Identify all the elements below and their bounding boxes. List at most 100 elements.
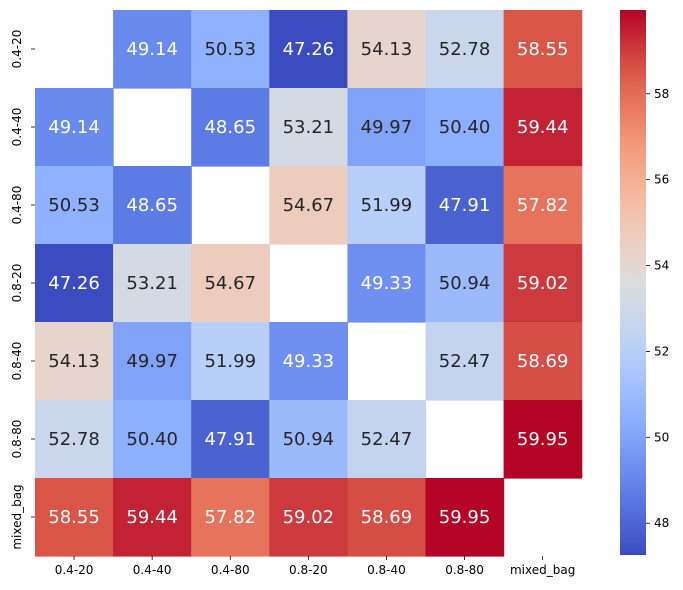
cell-value-label: 47.91 <box>204 429 256 450</box>
heatmap-cell <box>113 10 192 89</box>
cell-value-label: 57.82 <box>204 507 256 528</box>
colorbar: 48 50 52 54 56 58 <box>620 10 669 555</box>
cell-value-label: 54.13 <box>361 39 413 60</box>
heatmap-cell <box>191 244 270 323</box>
colorbar-tick-label: 54 <box>654 259 669 273</box>
heatmap-cell <box>425 166 505 245</box>
cell-value-label: 59.95 <box>517 429 569 450</box>
heatmap-cell <box>425 10 505 89</box>
cell-value-label: 59.02 <box>517 273 569 294</box>
cell-value-label: 59.44 <box>126 507 178 528</box>
x-tick-label: mixed_bag <box>510 563 575 577</box>
cell-value-label: 59.02 <box>283 507 335 528</box>
heatmap-cell <box>35 244 114 323</box>
cell-value-label: 50.40 <box>126 429 178 450</box>
cell-value-label: 49.33 <box>361 273 413 294</box>
x-tick-label: 0.8-20 <box>289 563 328 577</box>
colorbar-tick-label: 50 <box>654 430 669 444</box>
y-axis: 0.4-20 0.4-40 0.4-80 0.8-20 0.8-40 0.8-80 mixe… <box>10 30 35 550</box>
y-tick-label: 0.4-20 <box>10 30 24 69</box>
heatmap-cell <box>425 322 505 401</box>
cell-value-label: 52.78 <box>48 429 100 450</box>
x-tick-label: 0.4-20 <box>55 563 94 577</box>
heatmap-cell <box>269 322 348 401</box>
heatmap-cell <box>269 400 348 479</box>
cell-value-label: 49.33 <box>283 351 335 372</box>
colorbar-tick-label: 58 <box>654 87 669 101</box>
cell-value-label: 49.97 <box>126 351 178 372</box>
x-tick-label: 0.4-40 <box>133 563 172 577</box>
x-tick-label: 0.4-80 <box>211 563 250 577</box>
colorbar-tick-label: 56 <box>654 173 669 187</box>
heatmap-cell <box>269 166 348 245</box>
heatmap-cell <box>269 10 348 89</box>
heatmap-cell <box>35 88 114 167</box>
cell-value-label: 57.82 <box>517 195 569 216</box>
cell-value-label: 50.53 <box>48 195 100 216</box>
cell-value-label: 49.14 <box>48 117 100 138</box>
cell-value-label: 47.26 <box>48 273 100 294</box>
heatmap-cell <box>269 478 348 557</box>
cell-value-label: 49.97 <box>361 117 413 138</box>
cell-value-label: 58.69 <box>361 507 413 528</box>
heatmap-cell <box>191 88 270 167</box>
cell-value-label: 47.91 <box>439 195 491 216</box>
colorbar-gradient <box>620 10 646 555</box>
cell-value-label: 51.99 <box>361 195 413 216</box>
y-tick-label: 0.8-80 <box>10 420 24 459</box>
heatmap-cell <box>347 478 427 557</box>
cell-value-label: 48.65 <box>126 195 178 216</box>
cell-value-label: 54.67 <box>283 195 335 216</box>
cell-value-label: 50.53 <box>204 39 256 60</box>
heatmap-cell <box>503 400 583 479</box>
cell-value-label: 53.21 <box>126 273 178 294</box>
cell-value-label: 59.44 <box>517 117 569 138</box>
cell-value-label: 50.40 <box>439 117 491 138</box>
y-tick-label: 0.8-40 <box>10 342 24 381</box>
heatmap-cell <box>113 322 192 401</box>
cell-value-label: 48.65 <box>204 117 256 138</box>
cell-value-label: 58.55 <box>48 507 100 528</box>
heatmap-cell <box>347 400 427 479</box>
y-tick-label: mixed_bag <box>10 484 24 549</box>
heatmap-cell <box>35 322 114 401</box>
cell-value-label: 59.95 <box>439 507 491 528</box>
heatmap-cell <box>269 88 348 167</box>
heatmap-cell <box>191 478 270 557</box>
cell-value-label: 54.67 <box>204 273 256 294</box>
heatmap-cells: 49.14 50.53 47.26 54.13 52.78 58.55 49.14 48.65… <box>35 10 583 557</box>
x-tick-label: 0.8-40 <box>367 563 406 577</box>
cell-value-label: 50.94 <box>439 273 491 294</box>
heatmap-cell <box>35 400 114 479</box>
colorbar-tick-label: 48 <box>654 516 669 530</box>
heatmap-cell <box>347 166 427 245</box>
heatmap-cell <box>191 400 270 479</box>
heatmap-cell <box>425 244 505 323</box>
cell-value-label: 52.47 <box>361 429 413 450</box>
cell-value-label: 58.55 <box>517 39 569 60</box>
colorbar-tick-label: 52 <box>654 344 669 358</box>
heatmap-cell <box>503 166 583 245</box>
heatmap-cell <box>347 10 427 89</box>
cell-value-label: 49.14 <box>126 39 178 60</box>
heatmap-cell <box>503 10 583 89</box>
cell-value-label: 52.47 <box>439 351 491 372</box>
cell-value-label: 58.69 <box>517 351 569 372</box>
heatmap-cell <box>113 478 192 557</box>
heatmap-cell <box>191 10 270 89</box>
heatmap-cell <box>191 322 270 401</box>
heatmap-cell <box>113 400 192 479</box>
cell-value-label: 47.26 <box>283 39 335 60</box>
heatmap-cell <box>347 244 427 323</box>
cell-value-label: 53.21 <box>283 117 335 138</box>
heatmap-cell <box>113 166 192 245</box>
cell-value-label: 51.99 <box>204 351 256 372</box>
heatmap-cell <box>503 322 583 401</box>
cell-value-label: 50.94 <box>283 429 335 450</box>
x-tick-label: 0.8-80 <box>445 563 484 577</box>
x-axis: 0.4-20 0.4-40 0.4-80 0.8-20 0.8-40 0.8-80 mixe… <box>55 556 575 577</box>
heatmap-cell <box>503 88 583 167</box>
y-tick-label: 0.8-20 <box>10 264 24 303</box>
